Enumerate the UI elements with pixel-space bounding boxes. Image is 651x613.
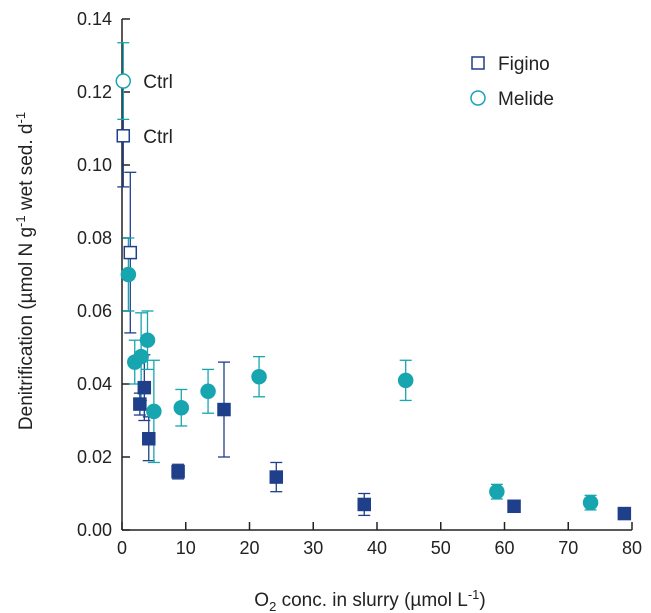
x-tick-label: 70 <box>558 538 578 558</box>
x-tick-label: 20 <box>239 538 259 558</box>
melide-point <box>115 73 132 89</box>
y-tick-label: 0.06 <box>77 301 112 321</box>
melide-point <box>582 494 599 511</box>
axes: 0 10 20 30 40 50 60 70 80 0.00 0.02 0.04 0.06 0.08 0.1… <box>77 9 642 558</box>
figino-point <box>217 402 231 417</box>
melide-point <box>133 348 149 365</box>
y-tick-label: 0.12 <box>77 82 112 102</box>
legend-figino-marker <box>471 56 485 70</box>
error-bars <box>117 42 631 520</box>
figino-point <box>269 470 284 484</box>
y-tick-label: 0.08 <box>77 228 112 248</box>
figino-point <box>507 499 521 514</box>
melide-point <box>146 403 162 420</box>
figino-point <box>133 397 147 411</box>
melide-point <box>397 372 414 389</box>
legend-melide-marker <box>470 90 486 106</box>
x-tick-label: 80 <box>622 538 642 558</box>
figino-point <box>116 129 131 143</box>
melide-point <box>139 332 156 348</box>
figino-point <box>142 432 156 446</box>
x-tick-label: 40 <box>367 538 387 558</box>
y-tick-label: 0.10 <box>77 155 112 175</box>
figino-point <box>171 464 185 479</box>
melide-point <box>120 266 137 283</box>
legend: Figino Melide <box>470 54 554 110</box>
x-tick-label: 50 <box>431 538 451 558</box>
melide-ctrl-label: Ctrl <box>143 72 173 93</box>
y-axis-title: Denitrification (µmol N g-1 wet sed. d-1 <box>13 112 37 430</box>
melide-point <box>173 399 190 416</box>
figino-point <box>357 497 371 512</box>
x-tick-label: 10 <box>176 538 196 558</box>
figino-ctrl-label: Ctrl <box>143 127 173 148</box>
y-tick-label: 0.00 <box>77 520 112 540</box>
y-tick-label: 0.02 <box>77 447 112 467</box>
legend-melide-label: Melide <box>498 89 554 110</box>
x-tick-label: 0 <box>117 538 127 558</box>
x-tick-label: 30 <box>303 538 323 558</box>
legend-figino-label: Figino <box>498 54 550 75</box>
x-tick-label: 60 <box>494 538 514 558</box>
y-tick-label: 0.14 <box>77 9 112 29</box>
melide-point <box>200 383 216 400</box>
melide-point <box>489 483 505 500</box>
figino-point <box>137 380 152 395</box>
figino-point <box>617 506 632 521</box>
x-axis-title: O2 conc. in slurry (µmol L-1) <box>254 587 485 613</box>
melide-point <box>251 368 267 385</box>
markers <box>115 73 632 521</box>
y-tick-label: 0.04 <box>77 374 112 394</box>
annotations: Ctrl Ctrl <box>143 72 173 148</box>
figino-point <box>123 245 138 260</box>
